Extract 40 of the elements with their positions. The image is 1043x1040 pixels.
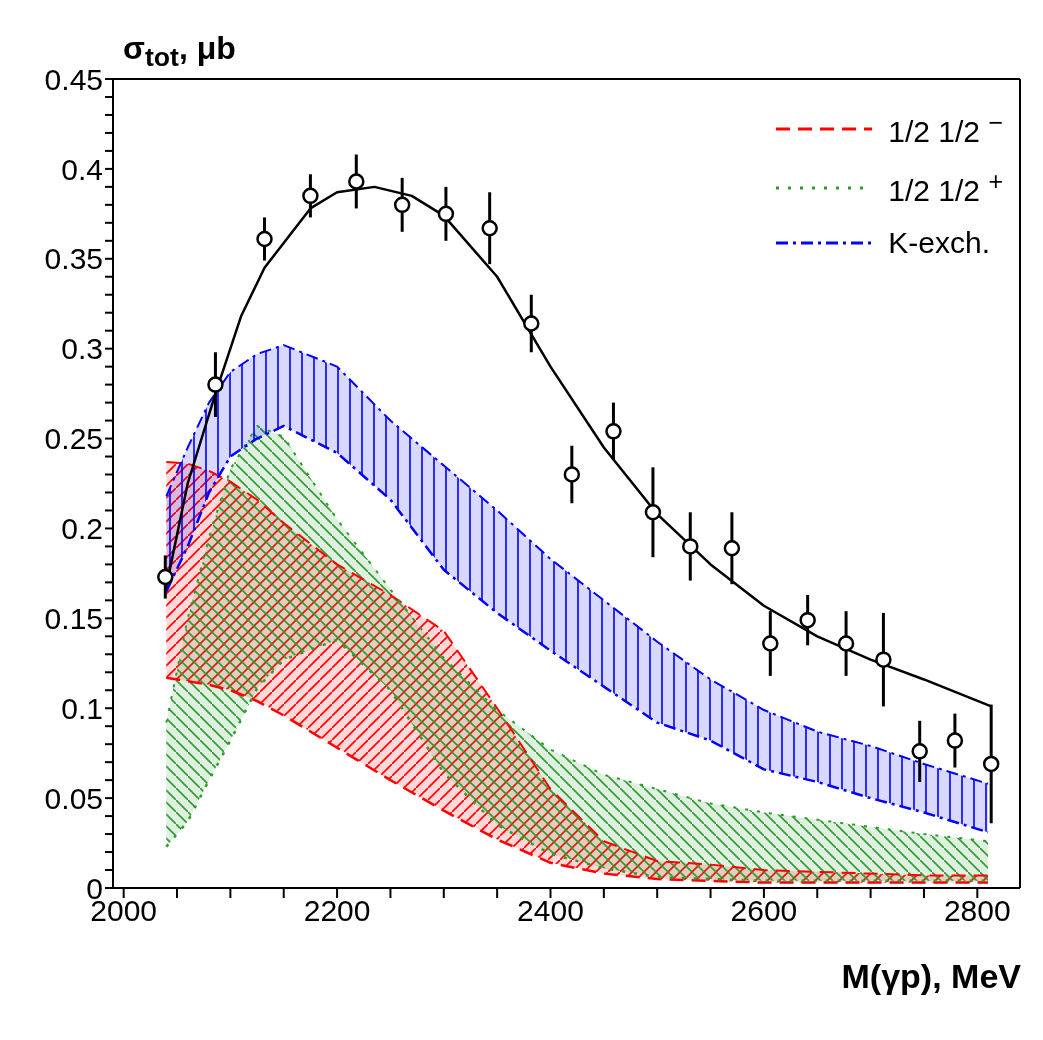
point [523,315,540,332]
y-tick-label: 0.35 [44,242,103,276]
point [644,504,662,521]
x-tick-label: 2800 [943,894,1011,928]
point [946,732,964,749]
point [348,173,365,190]
y-tick-label: 0.1 [61,691,103,725]
y-tick-label: 0.2 [61,512,103,546]
point [605,423,622,440]
legend-label: 1/2 1/2 $^{+}$ [888,167,1003,208]
point [437,205,455,223]
point [481,219,498,237]
point [393,196,411,214]
x-tick-label: 2200 [303,894,371,928]
y-tick-label: 0.05 [44,781,103,815]
legend-label: 1/2 1/2 $^{−}$ [888,108,1003,149]
point [256,230,273,248]
y-axis-title: σ$_{tot}$, μb [123,30,236,74]
point [723,539,741,557]
y-tick-label: 0.3 [61,332,103,366]
point [207,376,224,393]
y-tick-label: 0.45 [44,62,103,96]
point [799,611,816,629]
legend-label: K-exch. [888,226,991,260]
point [762,635,779,652]
line-series [165,676,990,884]
point [837,635,855,652]
y-tick-label: 0.25 [44,422,103,456]
point [302,187,319,205]
point [982,755,1000,773]
y-tick-label: 0.4 [61,152,103,186]
point [157,568,174,586]
point [563,466,581,483]
point [682,538,699,555]
y-tick-label: 0.15 [44,601,103,635]
x-tick-label: 2400 [517,894,584,928]
point [875,651,892,668]
x-tick-label: 2600 [730,894,798,928]
point [911,743,928,760]
x-axis-title: M(γp), MeV [841,957,1021,996]
